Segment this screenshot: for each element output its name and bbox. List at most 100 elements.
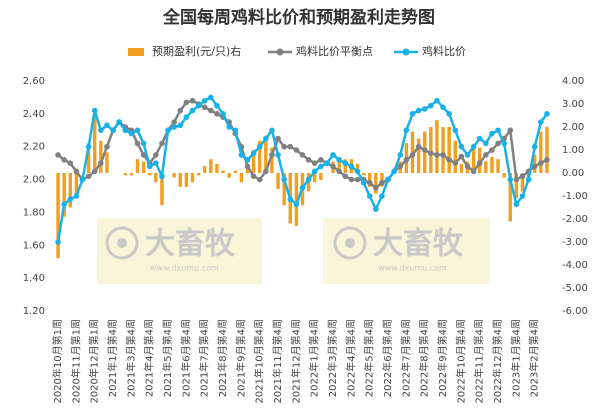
legend-label: 预期盈利(元/只)右	[152, 44, 241, 58]
bar	[282, 173, 286, 206]
y2-tick-label: -1.00	[562, 191, 588, 202]
x-tick-label: 2023年2月第4周	[528, 319, 541, 397]
line-marker	[440, 152, 446, 158]
line-marker	[409, 152, 416, 158]
line-marker	[61, 201, 67, 208]
chart-title: 全国每周鸡料比价和预期盈利走势图	[162, 7, 435, 28]
x-tick-label: 2022年12月第4周	[491, 319, 504, 404]
bar	[251, 150, 256, 173]
line-marker	[421, 106, 428, 112]
line-marker	[476, 135, 483, 142]
line-marker	[501, 140, 507, 147]
line-marker	[397, 163, 404, 170]
watermark-logo	[117, 238, 127, 248]
x-tick-label: 2022年11月第4周	[473, 319, 486, 404]
line-marker	[483, 152, 489, 158]
line-marker	[134, 127, 141, 134]
x-tick-label: 2022年5月第4周	[363, 319, 376, 397]
line-marker	[544, 157, 550, 163]
line-marker	[531, 143, 538, 150]
legend-swatch	[128, 48, 144, 56]
line-marker	[195, 102, 202, 109]
x-tick-label: 2021年9月第4周	[234, 319, 247, 397]
line-marker	[293, 201, 300, 208]
watermark: 大畜牧 www.dxumu.com 大畜牧 www.dxumu.com	[97, 218, 490, 284]
bar	[148, 173, 152, 176]
line-marker	[409, 111, 416, 117]
x-tick-label: 2022年6月第4周	[381, 319, 394, 397]
line-marker	[507, 176, 514, 183]
line-marker	[446, 111, 452, 117]
bar	[135, 159, 140, 173]
line-marker	[159, 173, 165, 180]
legend-label: 鸡料比价	[422, 44, 466, 58]
line-marker	[544, 111, 550, 117]
x-tick-label: 2021年12月第4周	[289, 319, 302, 404]
bar	[539, 131, 543, 173]
y-tick-label: 1.40	[23, 273, 45, 284]
line-marker	[403, 157, 410, 163]
line-marker	[189, 97, 196, 104]
line-marker	[513, 201, 520, 208]
line-marker	[287, 196, 294, 203]
x-tick-label: 2020年12月第1周	[88, 319, 101, 404]
y2-tick-label: -5.00	[562, 283, 588, 294]
line-marker	[360, 180, 367, 186]
line-marker	[458, 143, 465, 150]
line-marker	[244, 157, 251, 163]
bar	[56, 173, 60, 259]
bar	[264, 140, 268, 173]
line-marker	[250, 150, 257, 157]
line-marker	[440, 104, 446, 111]
line-marker	[538, 160, 544, 166]
bar	[184, 173, 189, 187]
line-marker	[421, 147, 428, 153]
line-marker	[208, 107, 214, 114]
line-marker	[354, 176, 361, 183]
line-marker	[318, 157, 324, 163]
bar	[484, 161, 488, 173]
line-marker	[269, 152, 275, 158]
line-marker	[299, 152, 306, 158]
line-marker	[513, 176, 520, 183]
line-marker	[201, 104, 208, 111]
bar	[245, 166, 250, 173]
line-marker	[128, 130, 135, 137]
line-marker	[495, 127, 501, 134]
bar	[233, 170, 237, 173]
line-marker	[434, 97, 440, 104]
bar	[502, 173, 506, 178]
line-marker	[244, 163, 251, 170]
line-marker	[214, 102, 220, 109]
line-marker	[538, 119, 544, 125]
y-tick-label: 2.00	[23, 175, 45, 186]
y-tick-label: 1.20	[23, 306, 45, 317]
line-marker	[519, 173, 526, 180]
bar	[514, 173, 519, 199]
line-marker	[525, 176, 532, 183]
line-marker	[489, 147, 495, 153]
bar	[227, 173, 231, 178]
x-tick-label: 2021年4月第4周	[143, 319, 156, 397]
watermark-url: www.dxumu.com	[378, 264, 447, 273]
y2-tick-label: 1.00	[562, 145, 584, 156]
y2-tick-label: 0.00	[562, 168, 584, 179]
line-marker	[446, 157, 452, 163]
line-marker	[311, 168, 318, 175]
bar	[374, 173, 378, 194]
bar	[239, 173, 244, 183]
bar	[435, 120, 439, 173]
line-marker	[348, 163, 355, 170]
y-tick-label: 1.80	[23, 207, 45, 218]
watermark-logo	[345, 238, 355, 248]
line-marker	[348, 176, 355, 183]
line-marker	[275, 152, 281, 158]
y2-tick-label: 2.00	[562, 122, 584, 133]
line-marker	[263, 135, 269, 142]
line-marker	[318, 163, 324, 170]
bar	[86, 143, 91, 173]
line-marker	[214, 111, 220, 117]
bar	[508, 173, 512, 222]
line-marker	[177, 107, 184, 114]
